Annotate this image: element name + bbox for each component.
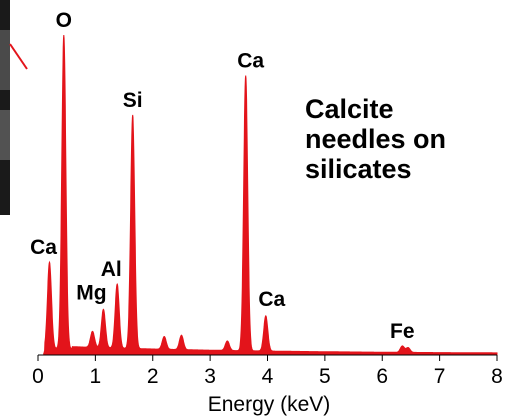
x-tick-label: 5 [319,365,331,388]
x-tick-label: 1 [90,365,102,388]
spectrum-layer [43,34,498,356]
x-tick-label: 6 [376,365,388,388]
x-axis-ticks [37,355,498,361]
micrograph-edge [0,0,10,215]
spectrum-area [43,34,498,356]
x-tick-label: 0 [32,365,44,388]
x-tick-label: 8 [491,365,503,388]
x-axis-tick-labels: 0 1 2 3 4 5 6 7 8 [32,365,503,388]
peak-label-ca: Ca [237,50,264,73]
annotation-line-3: silicates [305,154,412,184]
annotation-line-2: needles on [305,124,446,154]
x-axis-title: Energy (keV) [208,393,331,416]
peak-label-ca: Ca [30,236,57,259]
x-tick-label: 2 [147,365,159,388]
peak-label-mg: Mg [76,281,106,304]
peak-label-ca: Ca [258,288,285,311]
peak-label-fe: Fe [390,320,415,343]
peak-label-al: Al [101,258,122,281]
x-tick-label: 7 [434,365,446,388]
x-tick-label: 3 [204,365,216,388]
micrograph-texture [0,30,10,90]
x-tick-label: 4 [262,365,274,388]
peak-label-si: Si [123,89,143,112]
micrograph-texture [0,110,10,160]
peak-label-o: O [56,9,72,32]
pointer-line [9,43,28,70]
annotation-line-1: Calcite [305,94,394,124]
